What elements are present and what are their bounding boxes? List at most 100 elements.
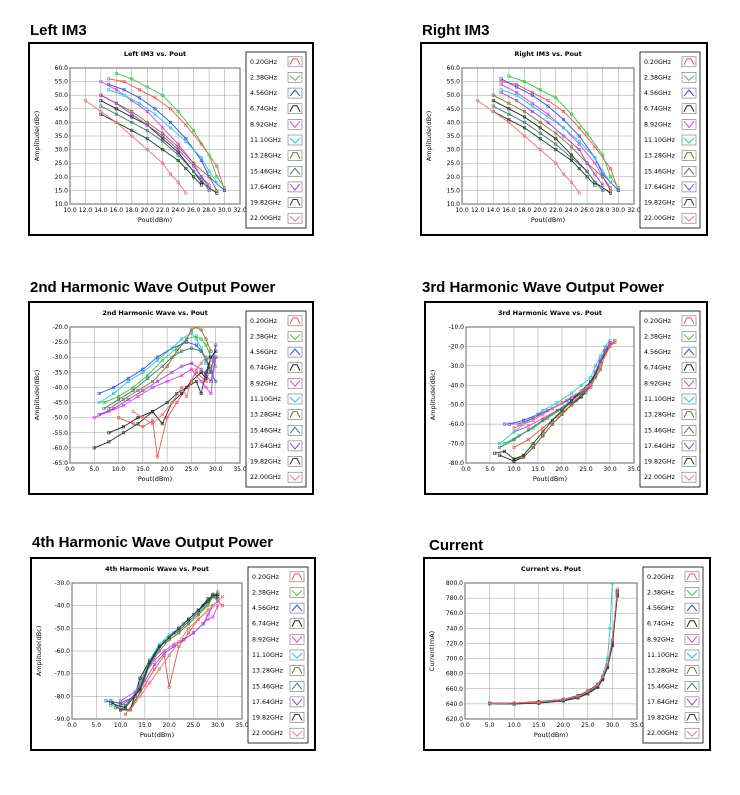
data-point <box>223 188 227 192</box>
data-point <box>610 583 614 585</box>
data-point <box>153 663 157 667</box>
x-tick-label: 12.0 <box>79 207 93 214</box>
data-point <box>579 393 583 397</box>
data-point <box>187 617 191 621</box>
data-point <box>606 663 610 667</box>
data-point <box>530 101 534 105</box>
y-tick-label: 10.0 <box>55 201 69 208</box>
chart-title: 4th Harmonic Wave vs. Pout <box>105 565 209 573</box>
data-point <box>196 608 200 612</box>
chart-title: Right IM3 vs. Pout <box>514 50 581 58</box>
series-group <box>476 74 620 195</box>
legend-label: 13.28GHz <box>252 668 284 675</box>
data-point <box>491 104 495 108</box>
data-point <box>215 175 219 179</box>
data-point <box>184 137 188 141</box>
legend: 0.20GHz 2.38GHz 4.56GHz 6.74GHz 8.92GHz 11.10… <box>639 51 701 229</box>
legend-label: 4.56GHz <box>644 90 672 97</box>
legend-swatch-box <box>287 181 303 193</box>
data-point <box>204 343 208 347</box>
data-point <box>593 161 597 165</box>
data-point <box>99 93 103 97</box>
legend: 0.20GHz 2.38GHz 4.56GHz 6.74GHz 8.92GHz 11.10… <box>642 566 704 744</box>
data-point <box>594 364 598 368</box>
data-point <box>507 112 511 116</box>
data-point <box>184 167 188 171</box>
data-point <box>589 383 593 387</box>
data-point <box>184 191 188 195</box>
data-point <box>180 337 184 341</box>
data-point <box>546 99 550 103</box>
legend-swatch-box <box>681 181 697 193</box>
legend-label: 22.00GHz <box>644 215 676 222</box>
data-point <box>585 169 589 173</box>
legend-marker <box>686 604 698 612</box>
x-tick-label: 35.0 <box>627 466 641 473</box>
series-line-10 <box>489 588 618 705</box>
data-point <box>554 137 558 141</box>
legend-marker <box>683 167 695 175</box>
data-point <box>215 191 219 195</box>
data-point <box>121 398 125 402</box>
data-point <box>117 398 121 402</box>
data-point <box>185 385 189 389</box>
data-point <box>537 700 541 704</box>
legend-swatch-box <box>681 471 697 483</box>
y-tick-label: 45.0 <box>55 106 69 113</box>
panel-title-h2: 2nd Harmonic Wave Output Power <box>30 279 276 296</box>
series-group <box>92 327 218 459</box>
data-point <box>161 139 165 143</box>
data-point <box>114 706 118 710</box>
legend-swatch-box <box>681 393 697 405</box>
data-point <box>603 344 607 348</box>
data-point <box>199 361 203 365</box>
data-point <box>145 148 149 152</box>
x-tick-label: 10.0 <box>63 207 77 214</box>
data-point <box>141 425 145 429</box>
x-tick-label: 24.0 <box>565 207 579 214</box>
data-point <box>157 644 161 648</box>
x-tick-label: 0.0 <box>65 466 75 473</box>
x-axis-label: Pout(dBm) <box>138 475 172 483</box>
legend-label: 19.82GHz <box>644 200 676 207</box>
data-point <box>204 385 208 389</box>
legend-swatch-box <box>287 103 303 114</box>
legend-marker <box>683 411 695 418</box>
data-point <box>175 349 179 353</box>
legend-swatch-box <box>289 571 305 583</box>
data-point <box>131 388 135 392</box>
data-point <box>215 188 219 192</box>
x-tick-label: 14.0 <box>94 207 108 214</box>
data-point <box>609 167 613 171</box>
legend-marker <box>686 573 698 581</box>
data-point <box>541 416 545 420</box>
legend-swatch-box <box>681 119 697 130</box>
legend-marker <box>289 152 301 159</box>
data-point <box>214 355 218 359</box>
y-tick-label: -50.0 <box>448 402 464 409</box>
data-point <box>207 183 211 187</box>
data-point <box>130 120 134 124</box>
data-point <box>162 651 166 655</box>
data-point <box>130 129 134 133</box>
legend-marker <box>686 636 698 644</box>
data-point <box>221 604 225 608</box>
data-point <box>541 418 545 422</box>
data-point <box>130 110 134 114</box>
data-point <box>194 337 198 341</box>
data-point <box>126 376 130 380</box>
legend-swatch-box <box>681 425 697 436</box>
chart-title: 2nd Harmonic Wave vs. Pout <box>102 309 207 317</box>
data-point <box>214 343 218 347</box>
series-line-5 <box>98 332 212 403</box>
y-tick-label: 50.0 <box>55 92 69 99</box>
data-point <box>177 626 181 630</box>
data-point <box>523 126 527 130</box>
data-point <box>570 401 574 405</box>
panel-title-right-im3: Right IM3 <box>422 22 490 39</box>
data-point <box>165 379 169 383</box>
legend-swatch-box <box>287 346 303 358</box>
data-point <box>170 370 174 374</box>
data-point <box>538 126 542 130</box>
data-point <box>554 148 558 152</box>
